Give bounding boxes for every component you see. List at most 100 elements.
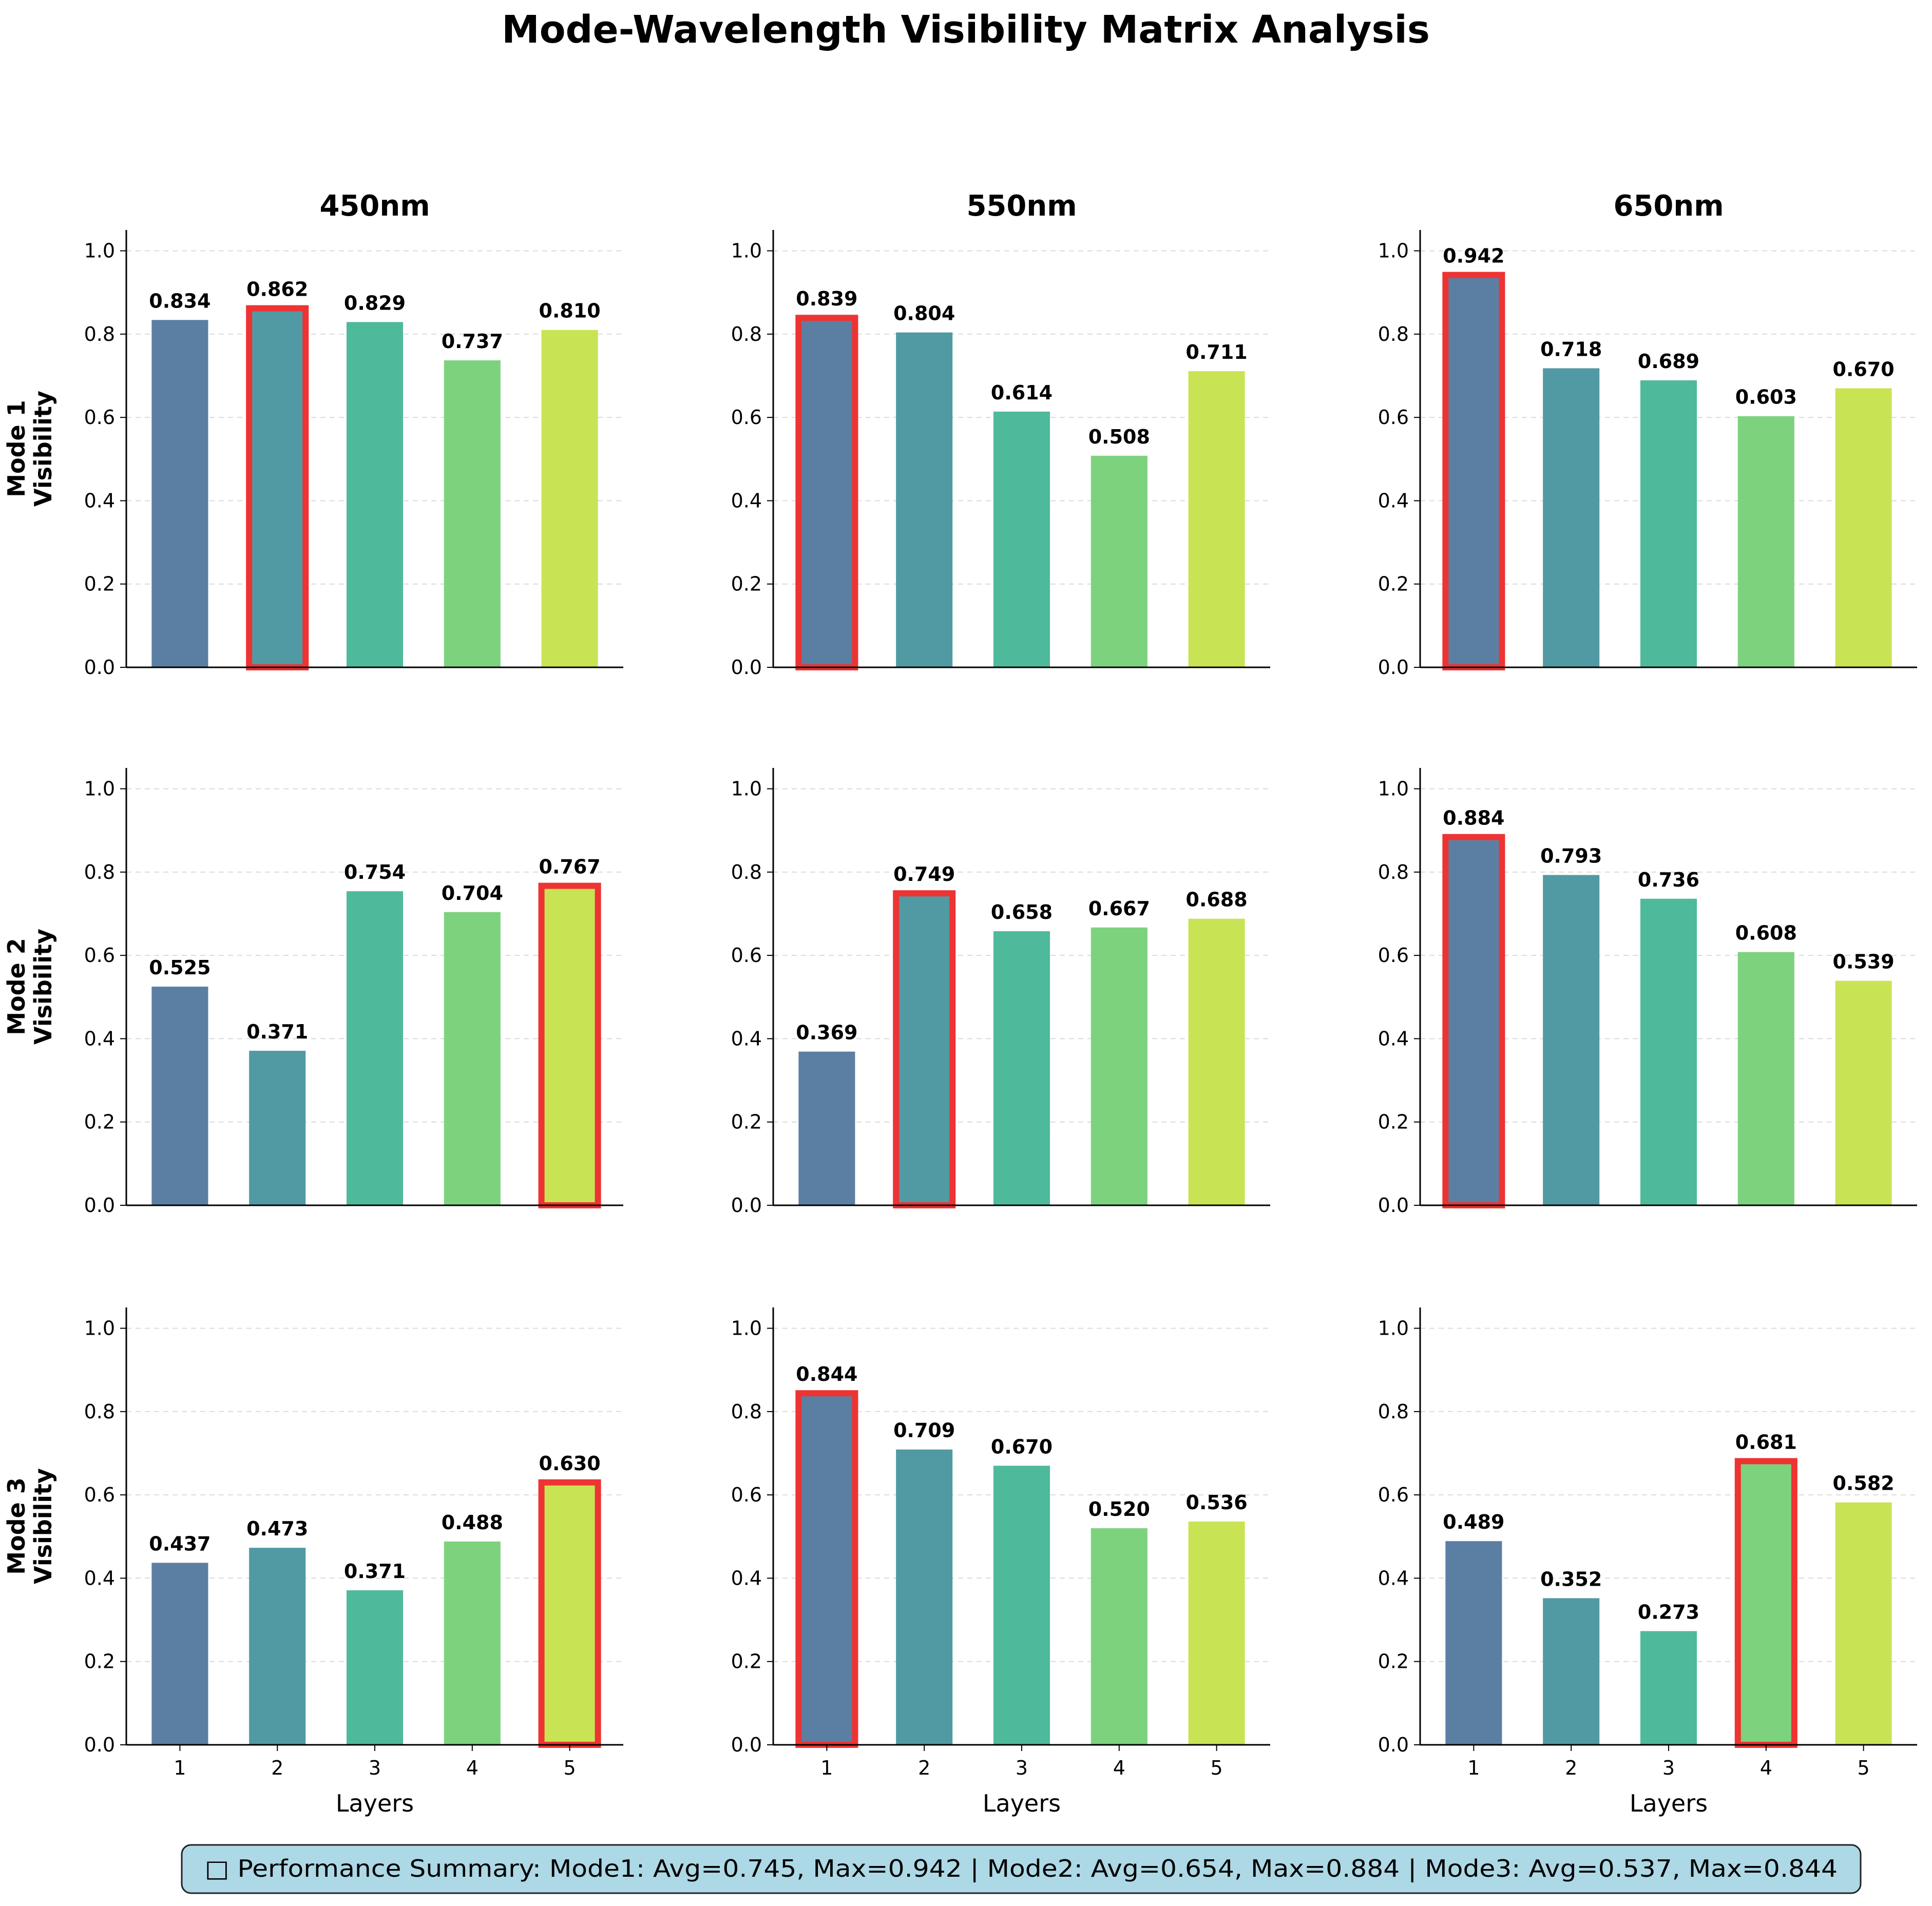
bar <box>1543 1598 1600 1745</box>
bar-value-label: 0.630 <box>539 1452 601 1475</box>
bar <box>346 1590 404 1745</box>
y-tick-label: 0.8 <box>731 323 762 345</box>
panel-mode1-550nm: 0.0 0.2 0.4 0.6 0.8 1.0 0.839 0.804 0.614 0.508 0.… <box>731 189 1270 679</box>
bar-value-label: 0.844 <box>796 1363 857 1385</box>
bar-value-label: 0.371 <box>246 1021 308 1043</box>
bar <box>993 1466 1050 1745</box>
bar <box>1835 1502 1892 1745</box>
y-tick-label: 0.6 <box>84 944 115 967</box>
bar-value-label: 0.749 <box>893 863 955 885</box>
bar <box>346 891 404 1205</box>
y-tick-label: 0.0 <box>1378 656 1409 679</box>
x-tick-label: 5 <box>1211 1757 1223 1779</box>
bar <box>1543 368 1600 667</box>
bar-value-label: 0.689 <box>1638 350 1699 373</box>
bar-value-label: 0.489 <box>1443 1511 1504 1533</box>
bar <box>1091 1528 1147 1745</box>
bar <box>249 1050 306 1205</box>
bar <box>346 322 404 667</box>
column-title: 550nm <box>966 189 1077 223</box>
bar-value-label: 0.539 <box>1833 951 1895 973</box>
y-tick-label: 0.4 <box>731 1027 762 1050</box>
bar-value-label: 0.839 <box>796 287 857 310</box>
bar-value-label: 0.942 <box>1443 245 1504 267</box>
x-tick-label: 3 <box>369 1757 381 1779</box>
y-tick-label: 1.0 <box>731 778 762 800</box>
row-label-line2: Visibility <box>29 929 57 1045</box>
bar-value-label: 0.352 <box>1540 1568 1602 1590</box>
x-tick-label: 2 <box>918 1757 930 1779</box>
y-tick-label: 0.0 <box>731 656 762 679</box>
y-tick-label: 0.2 <box>1378 573 1409 595</box>
bar <box>1188 918 1245 1205</box>
bar-value-label: 0.737 <box>442 330 503 353</box>
column-title: 450nm <box>319 189 430 223</box>
bar-value-label: 0.754 <box>344 861 406 883</box>
panel-mode2-450nm: 0.0 0.2 0.4 0.6 0.8 1.0 0.525 0.371 0.754 0.704 0.… <box>3 768 623 1217</box>
bar-value-label: 0.793 <box>1540 845 1602 868</box>
bar <box>896 332 953 667</box>
bar <box>1737 416 1794 667</box>
y-tick-label: 0.2 <box>731 1111 762 1133</box>
bar <box>151 1563 208 1745</box>
y-tick-label: 0.4 <box>731 489 762 512</box>
bar <box>1835 388 1892 667</box>
y-tick-label: 1.0 <box>1378 1317 1409 1340</box>
y-tick-label: 0.0 <box>84 1194 115 1217</box>
x-tick-label: 4 <box>466 1757 479 1779</box>
y-tick-label: 0.2 <box>84 1111 115 1133</box>
y-tick-label: 0.4 <box>731 1567 762 1589</box>
bar <box>444 912 501 1205</box>
x-axis-label: Layers <box>983 1789 1061 1817</box>
x-tick-label: 5 <box>564 1757 576 1779</box>
x-tick-label: 2 <box>271 1757 283 1779</box>
y-tick-label: 0.0 <box>84 1734 115 1756</box>
bar <box>798 1051 855 1205</box>
bar <box>1835 980 1892 1205</box>
y-tick-label: 0.4 <box>1378 489 1409 512</box>
y-tick-label: 0.8 <box>84 861 115 883</box>
y-tick-label: 0.0 <box>84 656 115 679</box>
y-tick-label: 0.4 <box>1378 1027 1409 1050</box>
x-tick-label: 2 <box>1565 1757 1577 1779</box>
bar-value-label: 0.488 <box>442 1511 503 1534</box>
bar-value-label: 0.525 <box>149 956 211 979</box>
y-tick-label: 1.0 <box>731 1317 762 1340</box>
panel-mode3-550nm: 0.0 0.2 0.4 0.6 0.8 1.0 0.844 0.709 0.670 0.520 0.… <box>731 1307 1270 1817</box>
y-tick-label: 0.0 <box>731 1734 762 1756</box>
x-axis-label: Layers <box>336 1789 414 1817</box>
bar-value-label: 0.884 <box>1443 807 1504 830</box>
y-tick-label: 0.0 <box>1378 1194 1409 1217</box>
panel-mode3-450nm: 0.0 0.2 0.4 0.6 0.8 1.0 0.437 0.473 0.371 0.488 0.… <box>3 1307 623 1817</box>
row-label: Mode 1Visibility <box>3 391 57 507</box>
bar-value-label: 0.371 <box>344 1560 406 1583</box>
y-tick-label: 0.2 <box>731 573 762 595</box>
y-tick-label: 0.8 <box>731 861 762 883</box>
y-tick-label: 0.8 <box>1378 323 1409 345</box>
bar-value-label: 0.670 <box>1833 358 1895 380</box>
bar <box>1091 455 1147 667</box>
bar-value-label: 0.681 <box>1735 1431 1797 1453</box>
bar-value-label: 0.711 <box>1186 341 1248 363</box>
bar-value-label: 0.603 <box>1735 386 1797 409</box>
bar-value-label: 0.810 <box>539 300 601 322</box>
bar-value-label: 0.829 <box>344 292 406 314</box>
bar <box>893 890 956 1208</box>
bar-value-label: 0.608 <box>1735 922 1797 945</box>
bar-value-label: 0.704 <box>442 882 503 904</box>
y-tick-label: 0.6 <box>84 406 115 429</box>
panel-mode1-650nm: 0.0 0.2 0.4 0.6 0.8 1.0 0.942 0.718 0.689 0.603 0.… <box>1378 189 1917 679</box>
x-tick-label: 3 <box>1662 1757 1675 1779</box>
bar <box>993 411 1050 667</box>
y-tick-label: 0.2 <box>731 1650 762 1673</box>
y-tick-label: 1.0 <box>731 240 762 262</box>
panel-mode3-650nm: 0.0 0.2 0.4 0.6 0.8 1.0 0.489 0.352 0.273 0.681 0.… <box>1378 1307 1917 1817</box>
x-tick-label: 3 <box>1016 1757 1028 1779</box>
y-tick-label: 0.0 <box>1378 1734 1409 1756</box>
bar-value-label: 0.670 <box>991 1435 1053 1458</box>
y-tick-label: 0.2 <box>1378 1650 1409 1673</box>
bar-value-label: 0.369 <box>796 1022 857 1044</box>
bar-value-label: 0.688 <box>1186 889 1248 911</box>
bar <box>538 1479 601 1748</box>
